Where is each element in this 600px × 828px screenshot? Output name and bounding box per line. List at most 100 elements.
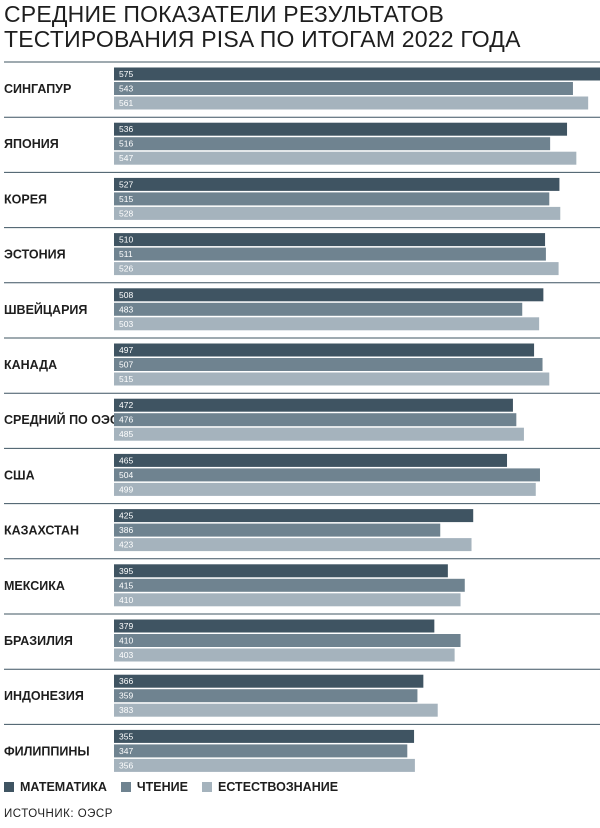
bar-science — [114, 538, 472, 552]
bar-math — [114, 177, 560, 191]
bar-math — [114, 453, 508, 467]
data-label-math: 465 — [119, 455, 133, 465]
bar-math — [114, 233, 546, 247]
category-label: ШВЕЙЦАРИЯ — [4, 302, 87, 317]
category-label: КАНАДА — [4, 358, 57, 372]
bar-science — [114, 427, 524, 441]
data-label-science: 356 — [119, 760, 133, 770]
data-label-science: 499 — [119, 484, 133, 494]
data-label-math: 527 — [119, 179, 133, 189]
data-label-reading: 386 — [119, 525, 133, 535]
data-label-math: 472 — [119, 400, 133, 410]
bar-reading — [114, 413, 517, 427]
bar-science — [114, 372, 550, 386]
category-label: ЯПОНИЯ — [4, 137, 59, 151]
bar-math — [114, 288, 544, 302]
bar-reading — [114, 247, 546, 261]
category-label: США — [4, 468, 35, 482]
legend: МАТЕМАТИКА ЧТЕНИЕ ЕСТЕСТВОЗНАНИЕ — [4, 780, 352, 794]
bar-reading — [114, 137, 551, 151]
bar-science — [114, 648, 455, 662]
bar-math — [114, 122, 568, 136]
data-label-math: 355 — [119, 731, 133, 741]
data-label-reading: 483 — [119, 304, 133, 314]
legend-item-math: МАТЕМАТИКА — [4, 780, 107, 794]
data-label-reading: 410 — [119, 636, 133, 646]
data-label-reading: 347 — [119, 746, 133, 756]
data-label-science: 403 — [119, 650, 133, 660]
category-label: ЭСТОНИЯ — [4, 248, 66, 262]
category-label: БРАЗИЛИЯ — [4, 634, 73, 648]
bar-chart: СИНГАПУР 575 543 561 ЯПОНИЯ 536 516 547 КОРЕЯ 527… — [4, 61, 600, 772]
bar-math — [114, 509, 474, 523]
bar-science — [114, 206, 561, 220]
bar-reading — [114, 634, 461, 647]
bar-reading — [114, 744, 408, 758]
legend-swatch-science — [202, 782, 212, 792]
category-label: ИНДОНЕЗИЯ — [4, 689, 84, 703]
category-label: МЕКСИКА — [4, 579, 65, 593]
chart-title-line-1: СРЕДНИЕ ПОКАЗАТЕЛИ РЕЗУЛЬТАТОВ — [4, 1, 445, 27]
legend-label-math: МАТЕМАТИКА — [20, 780, 107, 794]
data-label-reading: 476 — [119, 415, 133, 425]
data-label-math: 510 — [119, 235, 133, 245]
bar-math — [114, 67, 600, 81]
data-label-science: 515 — [119, 374, 133, 384]
legend-label-science: ЕСТЕСТВОЗНАНИЕ — [218, 780, 339, 794]
chart-title-line-2: ТЕСТИРОВАНИЯ PISA ПО ИТОГАМ 2022 ГОДА — [4, 26, 521, 52]
data-label-science: 547 — [119, 153, 133, 163]
legend-label-reading: ЧТЕНИЕ — [136, 780, 188, 794]
legend-item-reading: ЧТЕНИЕ — [120, 780, 188, 794]
data-label-math: 497 — [119, 345, 133, 355]
data-label-math: 379 — [119, 621, 133, 631]
category-label: КАЗАХСТАН — [4, 524, 79, 538]
bar-science — [114, 151, 577, 165]
data-label-reading: 504 — [119, 470, 133, 480]
category-label: ФИЛИППИНЫ — [4, 744, 90, 758]
bar-science — [114, 482, 536, 496]
data-label-science: 526 — [119, 264, 133, 274]
data-label-math: 366 — [119, 676, 133, 686]
category-label: СРЕДНИЙ ПО ОЭСР — [4, 412, 127, 427]
data-label-science: 410 — [119, 595, 133, 605]
bar-science — [114, 593, 461, 607]
bar-math — [114, 564, 448, 578]
bar-science — [114, 703, 438, 717]
bar-reading — [114, 192, 550, 206]
data-label-math: 395 — [119, 566, 133, 576]
legend-swatch-math — [4, 782, 14, 792]
bar-reading — [114, 578, 465, 592]
bar-reading — [114, 468, 540, 482]
bar-reading — [114, 82, 573, 95]
bar-science — [114, 317, 540, 331]
source-note: ИСТОЧНИК: ОЭСР — [4, 808, 113, 820]
data-label-science: 423 — [119, 540, 133, 550]
data-label-math: 536 — [119, 124, 133, 134]
legend-item-science: ЕСТЕСТВОЗНАНИЕ — [202, 780, 338, 794]
data-label-science: 503 — [119, 319, 133, 329]
bar-math — [114, 619, 435, 633]
data-label-science: 383 — [119, 705, 133, 715]
data-label-science: 528 — [119, 208, 133, 218]
bar-math — [114, 343, 535, 357]
data-label-math: 575 — [119, 69, 133, 79]
data-label-reading: 511 — [119, 249, 133, 259]
data-label-reading: 415 — [119, 580, 133, 590]
data-label-math: 425 — [119, 511, 133, 521]
data-label-reading: 359 — [119, 691, 133, 701]
bar-reading — [114, 523, 441, 537]
bar-science — [114, 758, 415, 772]
bar-math — [114, 674, 424, 688]
bar-science — [114, 96, 589, 110]
bar-reading — [114, 358, 543, 371]
bar-math — [114, 729, 415, 743]
data-label-reading: 515 — [119, 194, 133, 204]
bar-reading — [114, 689, 418, 703]
data-label-science: 485 — [119, 429, 133, 439]
bar-math — [114, 398, 513, 412]
data-label-reading: 516 — [119, 139, 133, 149]
chart-title: СРЕДНИЕ ПОКАЗАТЕЛИ РЕЗУЛЬТАТОВ ТЕСТИРОВА… — [4, 2, 598, 52]
category-label: КОРЕЯ — [4, 192, 47, 206]
bar-science — [114, 262, 559, 276]
category-label: СИНГАПУР — [4, 82, 71, 96]
